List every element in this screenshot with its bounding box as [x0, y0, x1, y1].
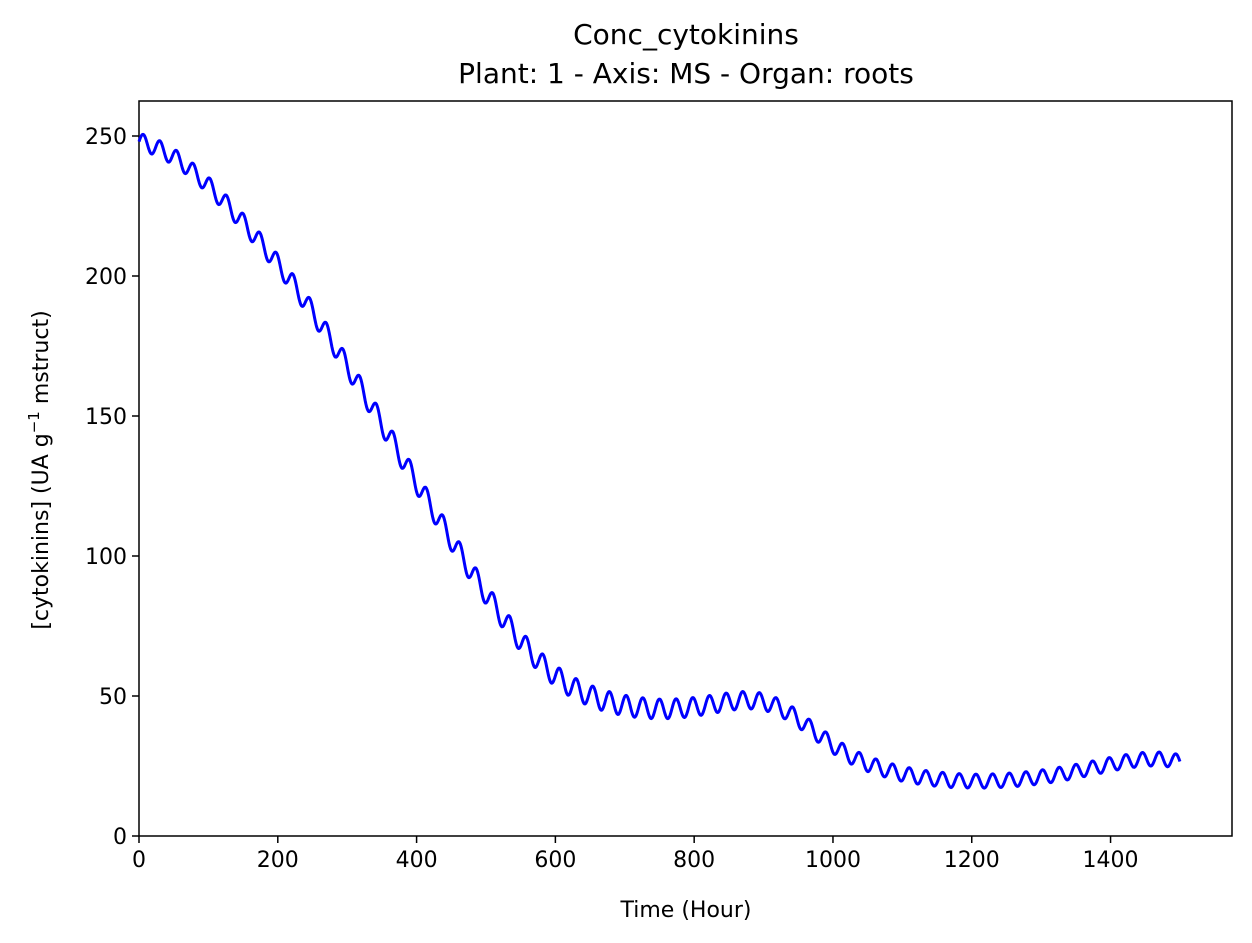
x-tick-label: 0 — [132, 848, 146, 873]
y-axis-label: [cytokinins] (UA g−1 mstruct) — [25, 310, 54, 629]
series-line — [137, 132, 1182, 790]
y-tick-label: 250 — [85, 125, 127, 150]
x-tick-label: 1400 — [1083, 848, 1139, 873]
y-axis-label-superscript: −1 — [25, 411, 43, 433]
x-axis-label: Time (Hour) — [620, 898, 752, 923]
y-tick-label: 50 — [99, 685, 127, 710]
y-tick-label: 0 — [113, 825, 127, 850]
x-axis-ticks: 0 200 400 600 800 1000 1200 1400 — [132, 836, 1139, 873]
x-tick-label: 1000 — [805, 848, 861, 873]
plot-area-frame — [138, 100, 1233, 837]
x-tick-label: 800 — [673, 848, 715, 873]
y-axis-label-main: [cytokinins] (UA g — [29, 433, 54, 629]
x-tick-label: 600 — [534, 848, 576, 873]
y-tick-label: 200 — [85, 265, 127, 290]
y-tick-label: 100 — [85, 545, 127, 570]
y-axis-ticks: 0 50 100 150 200 250 — [85, 125, 139, 850]
chart-subtitle: Plant: 1 - Axis: MS - Organ: roots — [458, 57, 914, 90]
series-group — [137, 132, 1182, 790]
x-tick-label: 400 — [396, 848, 438, 873]
x-tick-label: 1200 — [944, 848, 1000, 873]
y-tick-label: 150 — [85, 405, 127, 430]
x-tick-label: 200 — [257, 848, 299, 873]
y-axis-label-tail: mstruct) — [29, 310, 54, 411]
chart-title: Conc_cytokinins — [573, 18, 799, 51]
